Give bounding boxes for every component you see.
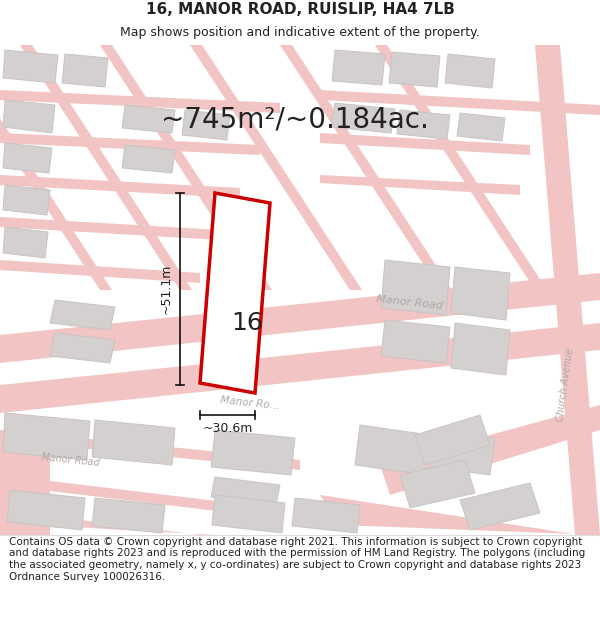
- Polygon shape: [320, 495, 600, 535]
- Polygon shape: [0, 260, 200, 283]
- Polygon shape: [0, 430, 300, 470]
- Polygon shape: [400, 460, 475, 508]
- Polygon shape: [0, 217, 220, 240]
- Text: ~30.6m: ~30.6m: [202, 422, 253, 436]
- Polygon shape: [280, 45, 452, 290]
- Text: ~745m²/~0.184ac.: ~745m²/~0.184ac.: [161, 106, 429, 134]
- Text: Map shows position and indicative extent of the property.: Map shows position and indicative extent…: [120, 26, 480, 39]
- Polygon shape: [182, 110, 230, 140]
- Text: Manor Road: Manor Road: [40, 452, 100, 468]
- Polygon shape: [0, 475, 250, 515]
- Polygon shape: [3, 50, 58, 83]
- Polygon shape: [457, 113, 505, 141]
- Polygon shape: [200, 193, 270, 393]
- Polygon shape: [122, 145, 175, 173]
- Polygon shape: [292, 498, 360, 533]
- Polygon shape: [381, 320, 450, 363]
- Polygon shape: [331, 103, 395, 133]
- Polygon shape: [3, 100, 55, 133]
- Polygon shape: [355, 425, 430, 475]
- Text: Manor Road: Manor Road: [376, 294, 444, 311]
- Polygon shape: [0, 510, 215, 535]
- Polygon shape: [332, 50, 385, 85]
- Polygon shape: [0, 440, 50, 535]
- Polygon shape: [430, 430, 495, 475]
- Polygon shape: [0, 175, 240, 198]
- Polygon shape: [92, 498, 165, 533]
- Polygon shape: [62, 54, 108, 87]
- Polygon shape: [3, 143, 52, 173]
- Polygon shape: [380, 405, 600, 495]
- Text: 16: 16: [231, 311, 263, 335]
- Text: Manor Ro...: Manor Ro...: [220, 395, 280, 411]
- Polygon shape: [320, 175, 520, 195]
- Polygon shape: [415, 415, 490, 465]
- Polygon shape: [50, 333, 115, 363]
- Polygon shape: [92, 420, 175, 465]
- Polygon shape: [320, 133, 530, 155]
- Text: 16, MANOR ROAD, RUISLIP, HA4 7LB: 16, MANOR ROAD, RUISLIP, HA4 7LB: [146, 2, 454, 18]
- Polygon shape: [212, 495, 285, 533]
- Polygon shape: [320, 90, 600, 115]
- Polygon shape: [0, 323, 600, 413]
- Polygon shape: [0, 45, 112, 290]
- Polygon shape: [211, 430, 295, 475]
- Polygon shape: [100, 45, 272, 290]
- Text: Contains OS data © Crown copyright and database right 2021. This information is : Contains OS data © Crown copyright and d…: [9, 537, 585, 582]
- Polygon shape: [389, 52, 440, 87]
- Text: Church Avenue: Church Avenue: [555, 348, 575, 423]
- Polygon shape: [460, 483, 540, 530]
- Polygon shape: [451, 323, 510, 375]
- Polygon shape: [451, 267, 510, 320]
- Polygon shape: [0, 273, 600, 363]
- Polygon shape: [122, 105, 175, 133]
- Text: ~51.1m: ~51.1m: [160, 264, 173, 314]
- Polygon shape: [397, 110, 450, 139]
- Polygon shape: [20, 45, 192, 290]
- Polygon shape: [381, 260, 450, 315]
- Polygon shape: [3, 185, 50, 215]
- Polygon shape: [535, 45, 600, 535]
- Polygon shape: [3, 413, 90, 460]
- Polygon shape: [50, 300, 115, 330]
- Polygon shape: [0, 90, 280, 113]
- Polygon shape: [7, 490, 85, 530]
- Polygon shape: [3, 227, 48, 258]
- Polygon shape: [0, 133, 260, 155]
- Polygon shape: [375, 45, 547, 290]
- Polygon shape: [190, 45, 362, 290]
- Polygon shape: [445, 54, 495, 88]
- Polygon shape: [211, 477, 280, 505]
